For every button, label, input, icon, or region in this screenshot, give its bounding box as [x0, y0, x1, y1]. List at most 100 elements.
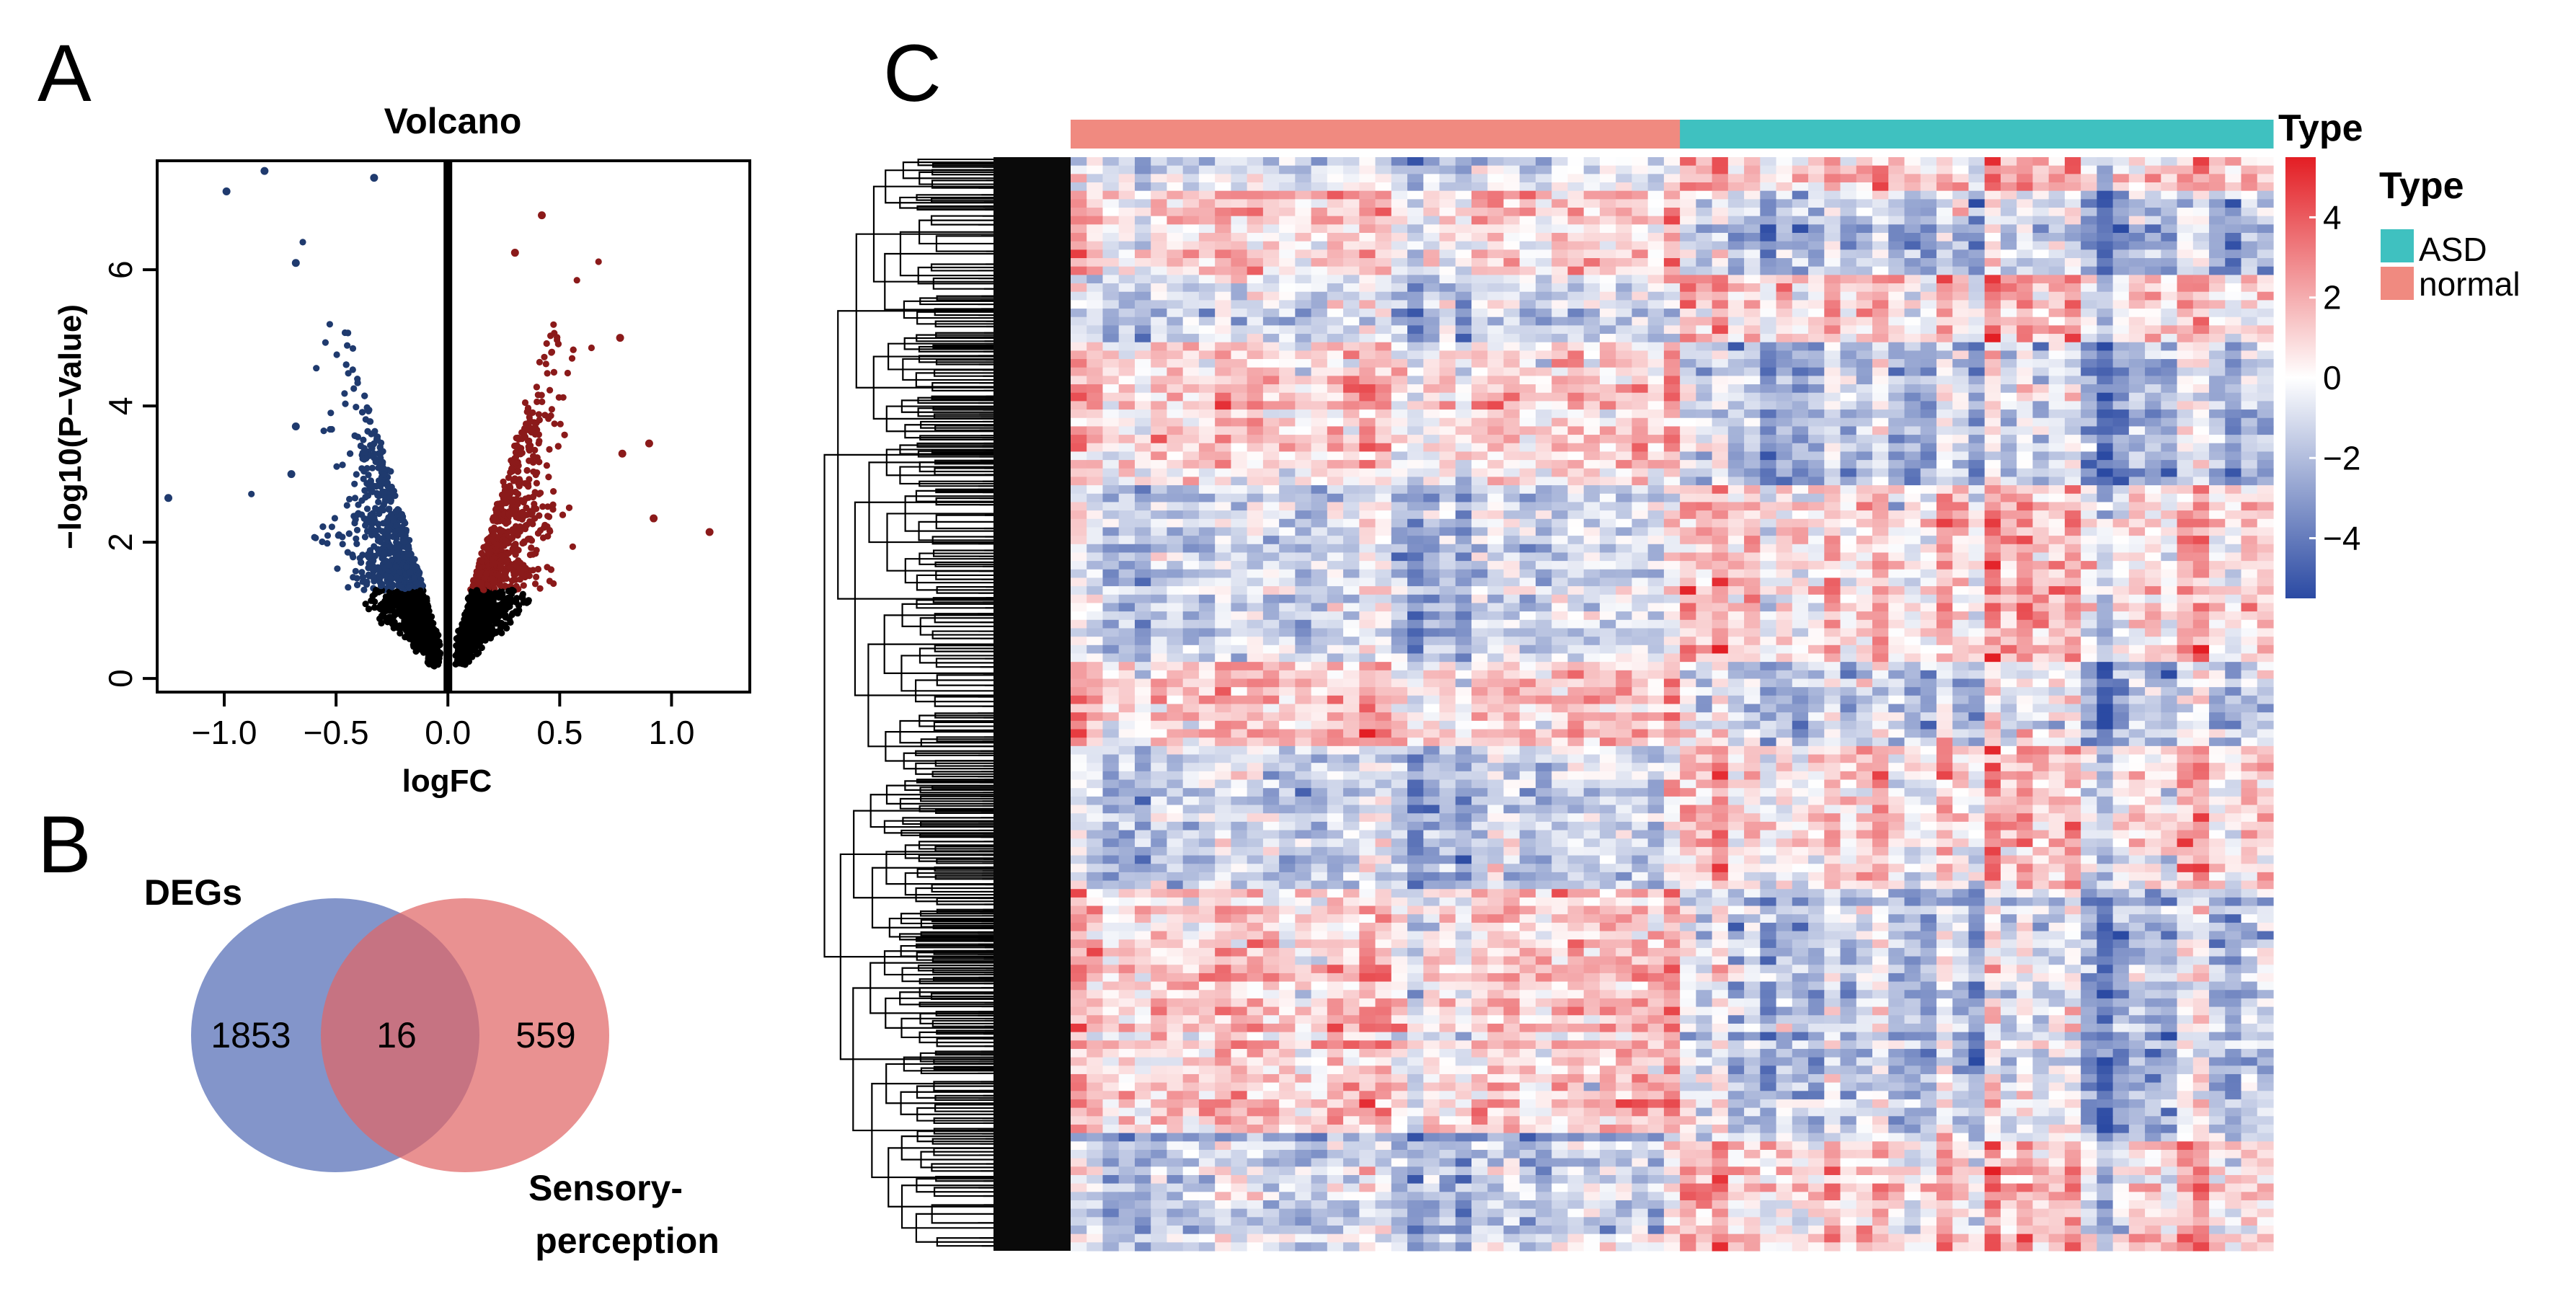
heatmap-cell — [1712, 266, 1729, 275]
heatmap-cell — [1311, 190, 1328, 200]
heatmap-cell — [1904, 334, 1921, 343]
heatmap-cell — [2064, 216, 2081, 225]
heatmap-cell — [1968, 334, 1986, 343]
heatmap-cell — [1824, 342, 1841, 351]
heatmap-cell — [1712, 249, 1729, 259]
heatmap-cell — [1535, 199, 1552, 208]
heatmap-cell — [1215, 258, 1231, 267]
heatmap-cell — [1439, 316, 1456, 326]
heatmap-cell — [1632, 275, 1649, 284]
heatmap-cell — [1824, 216, 1841, 225]
heatmap-cell — [1792, 309, 1809, 318]
heatmap-cell — [1086, 258, 1104, 267]
heatmap-cell — [1712, 157, 1729, 167]
heatmap-cell — [1599, 325, 1616, 335]
heatmap-cell — [1968, 342, 1986, 351]
heatmap-cell — [1407, 233, 1424, 242]
heatmap-cell — [1423, 316, 1440, 326]
heatmap-cell — [1134, 233, 1151, 242]
heatmap-cell — [1423, 224, 1440, 234]
heatmap-cell — [1375, 199, 1392, 208]
heatmap-cell — [1231, 190, 1248, 200]
heatmap-cell — [1776, 241, 1793, 250]
volcano-point-up — [532, 550, 539, 557]
heatmap-cell — [1423, 241, 1440, 250]
heatmap-cell — [1311, 291, 1328, 301]
heatmap-cell — [1102, 190, 1120, 200]
heatmap-cell — [1102, 249, 1120, 259]
heatmap-cell — [1503, 174, 1521, 183]
heatmap-cell — [1487, 266, 1505, 275]
heatmap-cell — [1487, 283, 1505, 293]
heatmap-cell — [1215, 249, 1231, 259]
volcano-point-up — [539, 503, 546, 510]
heatmap-cell — [1118, 309, 1136, 318]
heatmap-cell — [1583, 190, 1601, 200]
volcano-point-up — [510, 576, 518, 583]
heatmap-cell — [1519, 190, 1536, 200]
heatmap-cell — [2032, 275, 2050, 284]
heatmap-cell — [1407, 283, 1424, 293]
heatmap-cell — [1952, 182, 1970, 192]
volcano-point-down — [384, 479, 391, 487]
heatmap-cell — [1583, 174, 1601, 183]
heatmap-cell — [2097, 316, 2114, 326]
heatmap-cell — [1102, 241, 1120, 250]
heatmap-cell — [1439, 165, 1456, 174]
heatmap-cell — [1118, 199, 1136, 208]
heatmap-cell — [1134, 350, 1151, 360]
heatmap-cell — [1776, 216, 1793, 225]
heatmap-cell — [2161, 291, 2178, 301]
heatmap-cell — [1471, 208, 1488, 217]
heatmap-cell — [1952, 258, 1970, 267]
heatmap-cell — [1552, 300, 1569, 309]
volcano-point-down — [405, 584, 412, 591]
heatmap-cell — [1936, 190, 1953, 200]
heatmap-cell — [1663, 283, 1681, 293]
heatmap-cell — [2209, 300, 2226, 309]
heatmap-cell — [1840, 283, 1857, 293]
volcano-point-up — [541, 353, 548, 360]
heatmap-cell — [1247, 316, 1264, 326]
heatmap-cell — [1583, 275, 1601, 284]
heatmap-cell — [1134, 224, 1151, 234]
heatmap-cell — [1968, 258, 1986, 267]
volcano-point-ns — [433, 653, 440, 660]
heatmap-cell — [1071, 174, 1087, 183]
volcano-point-down — [339, 541, 346, 548]
volcano-y-tick-label: 6 — [102, 260, 139, 279]
heatmap-cell — [1311, 182, 1328, 192]
heatmap-cell — [2209, 157, 2226, 167]
heatmap-cells — [1071, 157, 2274, 1252]
heatmap-cell — [2032, 300, 2050, 309]
heatmap-cell — [1760, 325, 1777, 335]
volcano-point-down — [333, 351, 340, 358]
heatmap-cell — [1936, 291, 1953, 301]
heatmap-cell — [2177, 291, 2194, 301]
heatmap-cell — [2064, 300, 2081, 309]
heatmap-cell — [1247, 199, 1264, 208]
heatmap-cell — [1680, 190, 1696, 200]
heatmap-cell — [1262, 342, 1280, 351]
heatmap-cell — [1407, 266, 1424, 275]
heatmap-cell — [1696, 249, 1713, 259]
volcano-point-ns — [492, 590, 499, 597]
heatmap-cell — [1920, 249, 1937, 259]
heatmap-cell — [2000, 300, 2017, 309]
heatmap-cell — [2145, 266, 2161, 275]
heatmap-cell — [1647, 190, 1665, 200]
heatmap-cell — [1888, 342, 1906, 351]
heatmap-cell — [2064, 157, 2081, 167]
heatmap-cell — [1375, 325, 1392, 335]
heatmap-cell — [1632, 216, 1649, 225]
heatmap-cell — [2081, 182, 2097, 192]
heatmap-cell — [1311, 199, 1328, 208]
heatmap-cell — [1984, 174, 2001, 183]
heatmap-cell — [1182, 283, 1200, 293]
heatmap-cell — [1760, 275, 1777, 284]
heatmap-cell — [1118, 174, 1136, 183]
heatmap-cell — [1407, 316, 1424, 326]
heatmap-cell — [1567, 165, 1585, 174]
volcano-point-up — [523, 466, 531, 474]
volcano-point-down — [333, 463, 340, 470]
